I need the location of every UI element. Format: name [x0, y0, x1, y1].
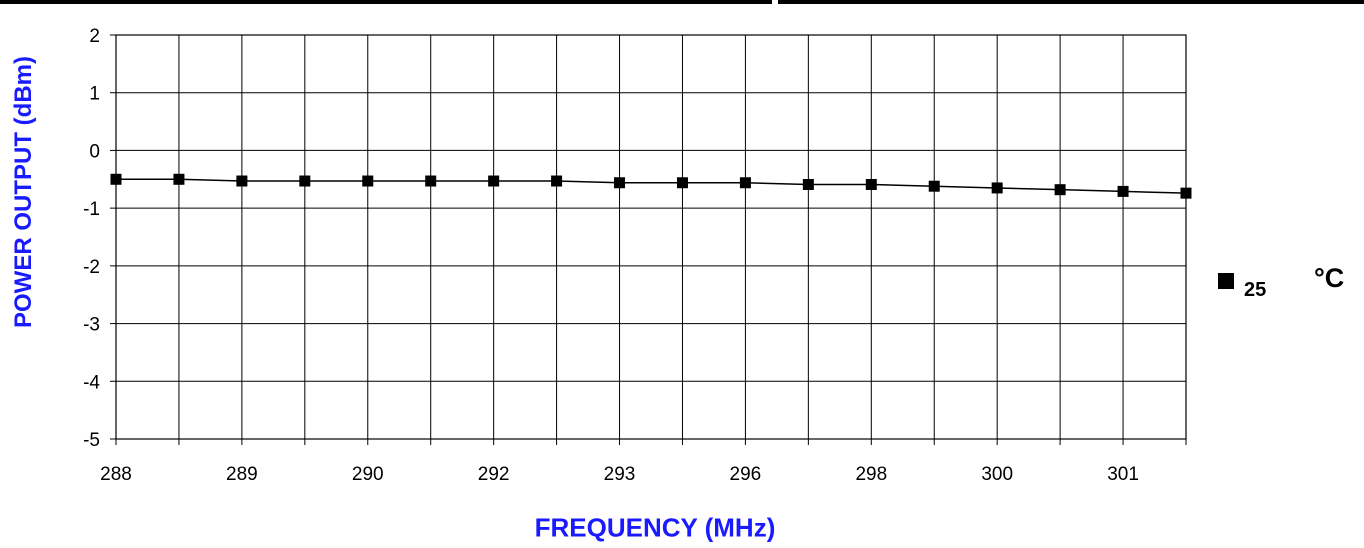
y-tick-label: 0 [89, 141, 100, 162]
legend-label: 25 [1244, 279, 1267, 301]
data-point [110, 173, 122, 185]
data-point [488, 175, 500, 187]
x-tick-label: 292 [478, 464, 510, 485]
series-line [116, 178, 1187, 194]
legend-marker [1218, 273, 1234, 289]
data-point [614, 177, 626, 189]
legend-unit: °C [1314, 263, 1345, 293]
data-point [425, 175, 437, 187]
data-point [1054, 184, 1066, 196]
x-tick-label: 290 [352, 464, 384, 485]
data-point [802, 178, 814, 190]
legend: 25 °C [1218, 263, 1364, 303]
y-tick-label: -2 [83, 257, 100, 278]
y-tick-label: -5 [83, 430, 100, 451]
x-tick-label: 298 [855, 464, 887, 485]
data-point [173, 173, 185, 185]
data-point [299, 175, 311, 187]
data-point [991, 182, 1003, 194]
plot-frame [115, 34, 1187, 440]
data-point [551, 175, 563, 187]
x-axis-label: FREQUENCY (MHz) [534, 512, 776, 543]
data-point [928, 180, 940, 192]
x-tick-label: 301 [1107, 464, 1139, 485]
data-point [1180, 187, 1192, 199]
x-tick-label: 300 [981, 464, 1013, 485]
x-tick-label: 288 [100, 464, 132, 485]
y-tick-label: -4 [83, 372, 100, 393]
data-point [362, 175, 374, 187]
data-point [739, 177, 751, 189]
y-tick-label: 2 [89, 26, 100, 47]
data-point [865, 178, 877, 190]
top-border [0, 0, 1364, 4]
data-point [676, 177, 688, 189]
x-tick-label: 293 [604, 464, 636, 485]
x-tick-label: 296 [730, 464, 762, 485]
y-tick-label: -3 [83, 315, 100, 336]
y-axis-label: POWER OUTPUT (dBm) [10, 56, 37, 328]
y-tick-label: -1 [83, 199, 100, 220]
x-tick-label: 289 [226, 464, 258, 485]
border-notch [772, 0, 778, 4]
data-point [236, 175, 248, 187]
data-point [1117, 185, 1129, 197]
y-tick-label: 1 [89, 84, 100, 105]
